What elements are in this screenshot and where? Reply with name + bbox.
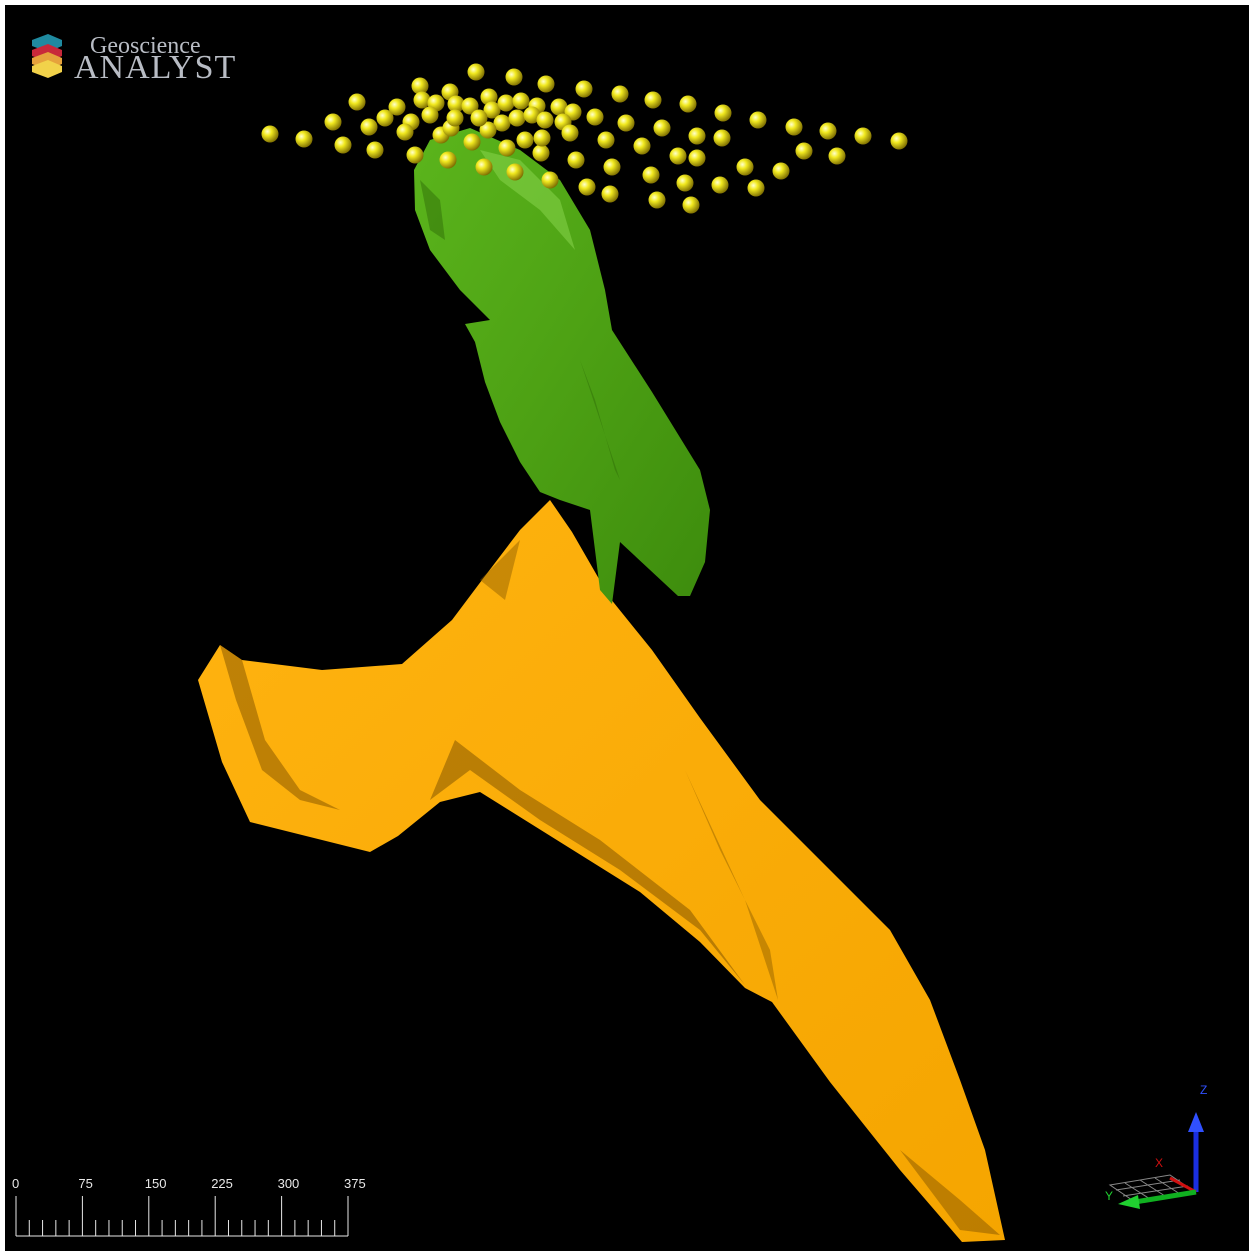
- sphere: [506, 69, 523, 86]
- sphere: [712, 177, 729, 194]
- sphere: [325, 114, 342, 131]
- sphere: [534, 130, 551, 147]
- sphere: [517, 132, 534, 149]
- sphere: [367, 142, 384, 159]
- axis-label: Y: [1105, 1189, 1113, 1203]
- sphere: [513, 93, 530, 110]
- sphere: [509, 110, 526, 127]
- sphere: [829, 148, 846, 165]
- sphere: [296, 131, 313, 148]
- sphere: [507, 164, 524, 181]
- sphere: [649, 192, 666, 209]
- sphere: [820, 123, 837, 140]
- sphere: [689, 128, 706, 145]
- sphere: [476, 159, 493, 176]
- sphere: [468, 64, 485, 81]
- sphere: [349, 94, 366, 111]
- axis-label: X: [1155, 1156, 1163, 1170]
- sphere: [422, 107, 439, 124]
- sphere: [533, 145, 550, 162]
- sphere: [750, 112, 767, 129]
- sphere: [604, 159, 621, 176]
- sphere: [562, 125, 579, 142]
- logo-text: ANALYST: [74, 49, 236, 86]
- sphere: [498, 95, 515, 112]
- sphere: [499, 140, 516, 157]
- sphere: [538, 76, 555, 93]
- sphere: [447, 110, 464, 127]
- sphere: [748, 180, 765, 197]
- sphere: [891, 133, 908, 150]
- sphere: [537, 112, 554, 129]
- sphere: [855, 128, 872, 145]
- sphere: [407, 147, 424, 164]
- sphere: [796, 143, 813, 160]
- sphere: [654, 120, 671, 137]
- sphere: [786, 119, 803, 136]
- sphere: [262, 126, 279, 143]
- sphere: [683, 197, 700, 214]
- scale-label: 225: [211, 1176, 233, 1191]
- sphere: [634, 138, 651, 155]
- viewport: Geoscience ANALYST 075150225300375 Z X Y: [0, 0, 1252, 1256]
- scale-label: 150: [145, 1176, 167, 1191]
- sphere: [737, 159, 754, 176]
- sphere: [576, 81, 593, 98]
- sphere: [471, 110, 488, 127]
- sphere: [612, 86, 629, 103]
- sphere: [335, 137, 352, 154]
- sphere: [643, 167, 660, 184]
- sphere: [587, 109, 604, 126]
- sphere: [602, 186, 619, 203]
- sphere: [670, 148, 687, 165]
- sphere: [714, 130, 731, 147]
- scale-label: 0: [12, 1176, 19, 1191]
- sphere: [645, 92, 662, 109]
- sphere: [464, 134, 481, 151]
- scale-label: 300: [278, 1176, 300, 1191]
- sphere: [680, 96, 697, 113]
- sphere: [440, 152, 457, 169]
- scale-label: 375: [344, 1176, 366, 1191]
- sphere: [773, 163, 790, 180]
- sphere: [689, 150, 706, 167]
- sphere: [414, 92, 431, 109]
- sphere: [397, 124, 414, 141]
- sphere: [618, 115, 635, 132]
- sphere: [389, 99, 406, 116]
- sphere: [598, 132, 615, 149]
- sphere: [542, 172, 559, 189]
- scale-label: 75: [78, 1176, 92, 1191]
- axis-label: Z: [1200, 1083, 1207, 1097]
- sphere: [579, 179, 596, 196]
- sphere: [361, 119, 378, 136]
- sphere: [677, 175, 694, 192]
- sphere: [568, 152, 585, 169]
- sphere: [715, 105, 732, 122]
